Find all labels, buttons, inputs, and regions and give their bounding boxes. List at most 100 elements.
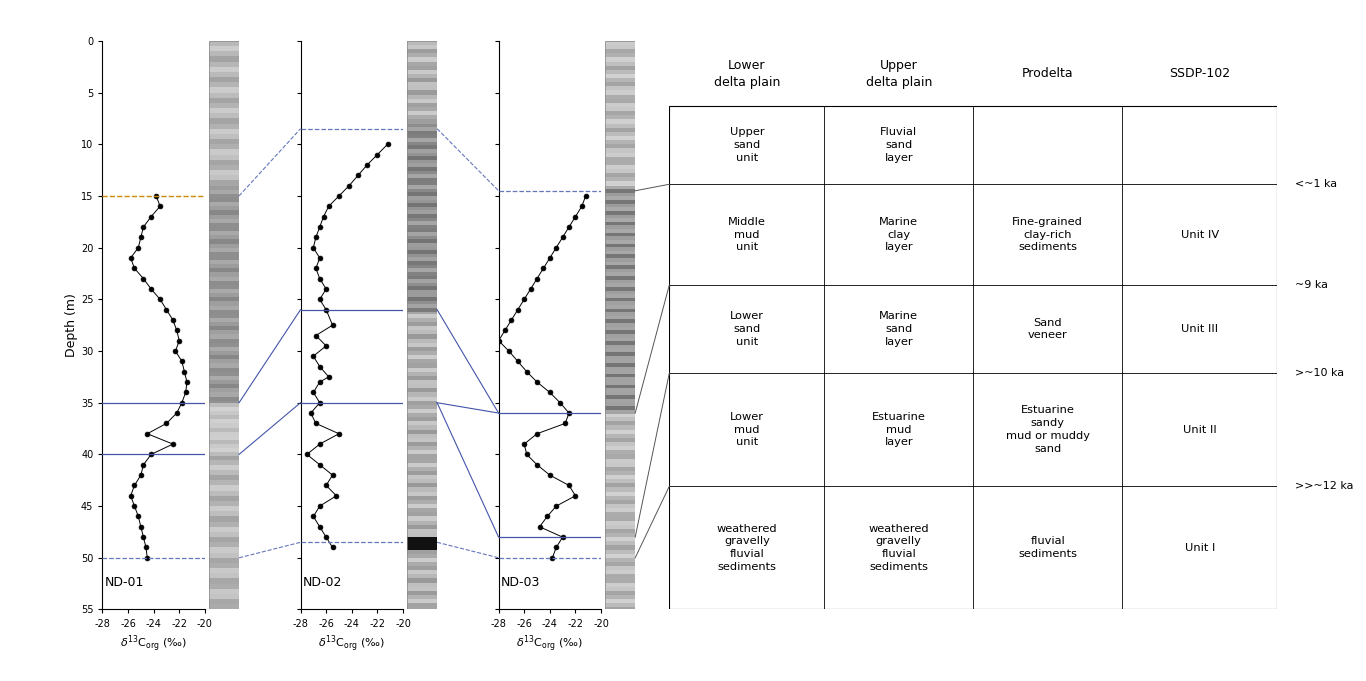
Text: ~9 ka: ~9 ka	[1295, 280, 1329, 290]
Bar	[209, 244, 239, 248]
Bar	[605, 438, 635, 442]
Bar	[605, 471, 635, 475]
Bar	[209, 108, 239, 113]
Bar	[407, 173, 437, 177]
Bar	[407, 496, 437, 500]
Bar	[605, 289, 635, 293]
Bar	[209, 563, 239, 568]
Bar	[605, 244, 635, 248]
Bar	[407, 250, 437, 254]
Bar	[407, 99, 437, 103]
Bar	[605, 276, 635, 281]
Bar	[605, 186, 635, 189]
Bar	[407, 279, 437, 283]
Bar	[605, 218, 635, 222]
Bar	[605, 115, 635, 119]
Bar	[605, 314, 635, 318]
Bar	[407, 376, 437, 380]
Bar	[605, 233, 635, 236]
Bar	[209, 149, 239, 155]
Bar	[407, 392, 437, 396]
Bar	[407, 111, 437, 115]
Bar	[209, 194, 239, 198]
Bar	[209, 320, 239, 326]
Bar	[605, 377, 635, 381]
Bar	[605, 529, 635, 533]
Bar	[605, 316, 635, 319]
Bar	[209, 196, 239, 201]
Bar	[209, 263, 239, 268]
Bar	[605, 49, 635, 53]
Bar	[209, 415, 239, 419]
Bar	[407, 607, 437, 612]
Bar	[605, 287, 635, 291]
Bar	[407, 384, 437, 388]
Bar	[407, 156, 437, 160]
Bar	[407, 236, 437, 239]
Bar	[605, 252, 635, 256]
Bar	[605, 95, 635, 99]
Bar	[209, 123, 239, 129]
Bar	[605, 385, 635, 388]
Text: Unit III: Unit III	[1182, 324, 1218, 334]
Bar	[209, 351, 239, 356]
Bar	[209, 382, 239, 387]
Bar	[209, 202, 239, 206]
Bar	[605, 207, 635, 211]
Bar	[605, 302, 635, 305]
Bar	[209, 57, 239, 61]
Bar	[605, 210, 635, 215]
Text: Upper
sand
unit: Upper sand unit	[729, 127, 764, 163]
Bar	[605, 392, 635, 396]
Bar	[407, 142, 437, 145]
Bar	[605, 550, 635, 554]
Bar	[407, 326, 437, 330]
Bar	[209, 155, 239, 160]
Bar	[605, 591, 635, 595]
Bar	[209, 212, 239, 217]
Bar	[209, 368, 239, 372]
Bar	[605, 215, 635, 219]
Bar	[209, 599, 239, 604]
Bar	[605, 402, 635, 407]
Bar	[407, 163, 437, 167]
Bar	[407, 256, 437, 260]
Bar	[407, 192, 437, 196]
Bar	[605, 240, 635, 244]
Bar	[605, 479, 635, 484]
Bar	[605, 123, 635, 128]
Bar	[209, 248, 239, 253]
Bar	[407, 123, 437, 128]
Bar	[209, 537, 239, 542]
Bar	[605, 388, 635, 392]
Bar	[605, 454, 635, 458]
Bar	[209, 356, 239, 362]
Bar	[209, 449, 239, 454]
Bar	[407, 231, 437, 235]
Bar	[605, 520, 635, 525]
Bar	[209, 452, 239, 456]
Bar	[605, 272, 635, 276]
Bar	[209, 424, 239, 428]
Bar	[407, 169, 437, 173]
Bar	[209, 239, 239, 244]
Bar	[209, 548, 239, 553]
Bar	[605, 370, 635, 374]
Bar	[605, 338, 635, 341]
Bar	[407, 308, 437, 312]
Bar	[605, 326, 635, 330]
Bar	[605, 422, 635, 426]
Bar	[407, 442, 437, 446]
Bar	[605, 308, 635, 313]
Bar	[209, 314, 239, 318]
Bar	[209, 589, 239, 594]
X-axis label: $\delta^{13}$C$_{\mathregular{org}}$ (‰): $\delta^{13}$C$_{\mathregular{org}}$ (‰)	[516, 633, 583, 654]
Bar	[407, 330, 437, 334]
Bar	[605, 364, 635, 368]
Bar	[605, 558, 635, 562]
Bar	[209, 558, 239, 563]
Bar	[407, 165, 437, 169]
X-axis label: $\delta^{13}$C$_{\mathregular{org}}$ (‰): $\delta^{13}$C$_{\mathregular{org}}$ (‰)	[120, 633, 187, 654]
Bar	[605, 351, 635, 355]
Bar	[407, 198, 437, 202]
